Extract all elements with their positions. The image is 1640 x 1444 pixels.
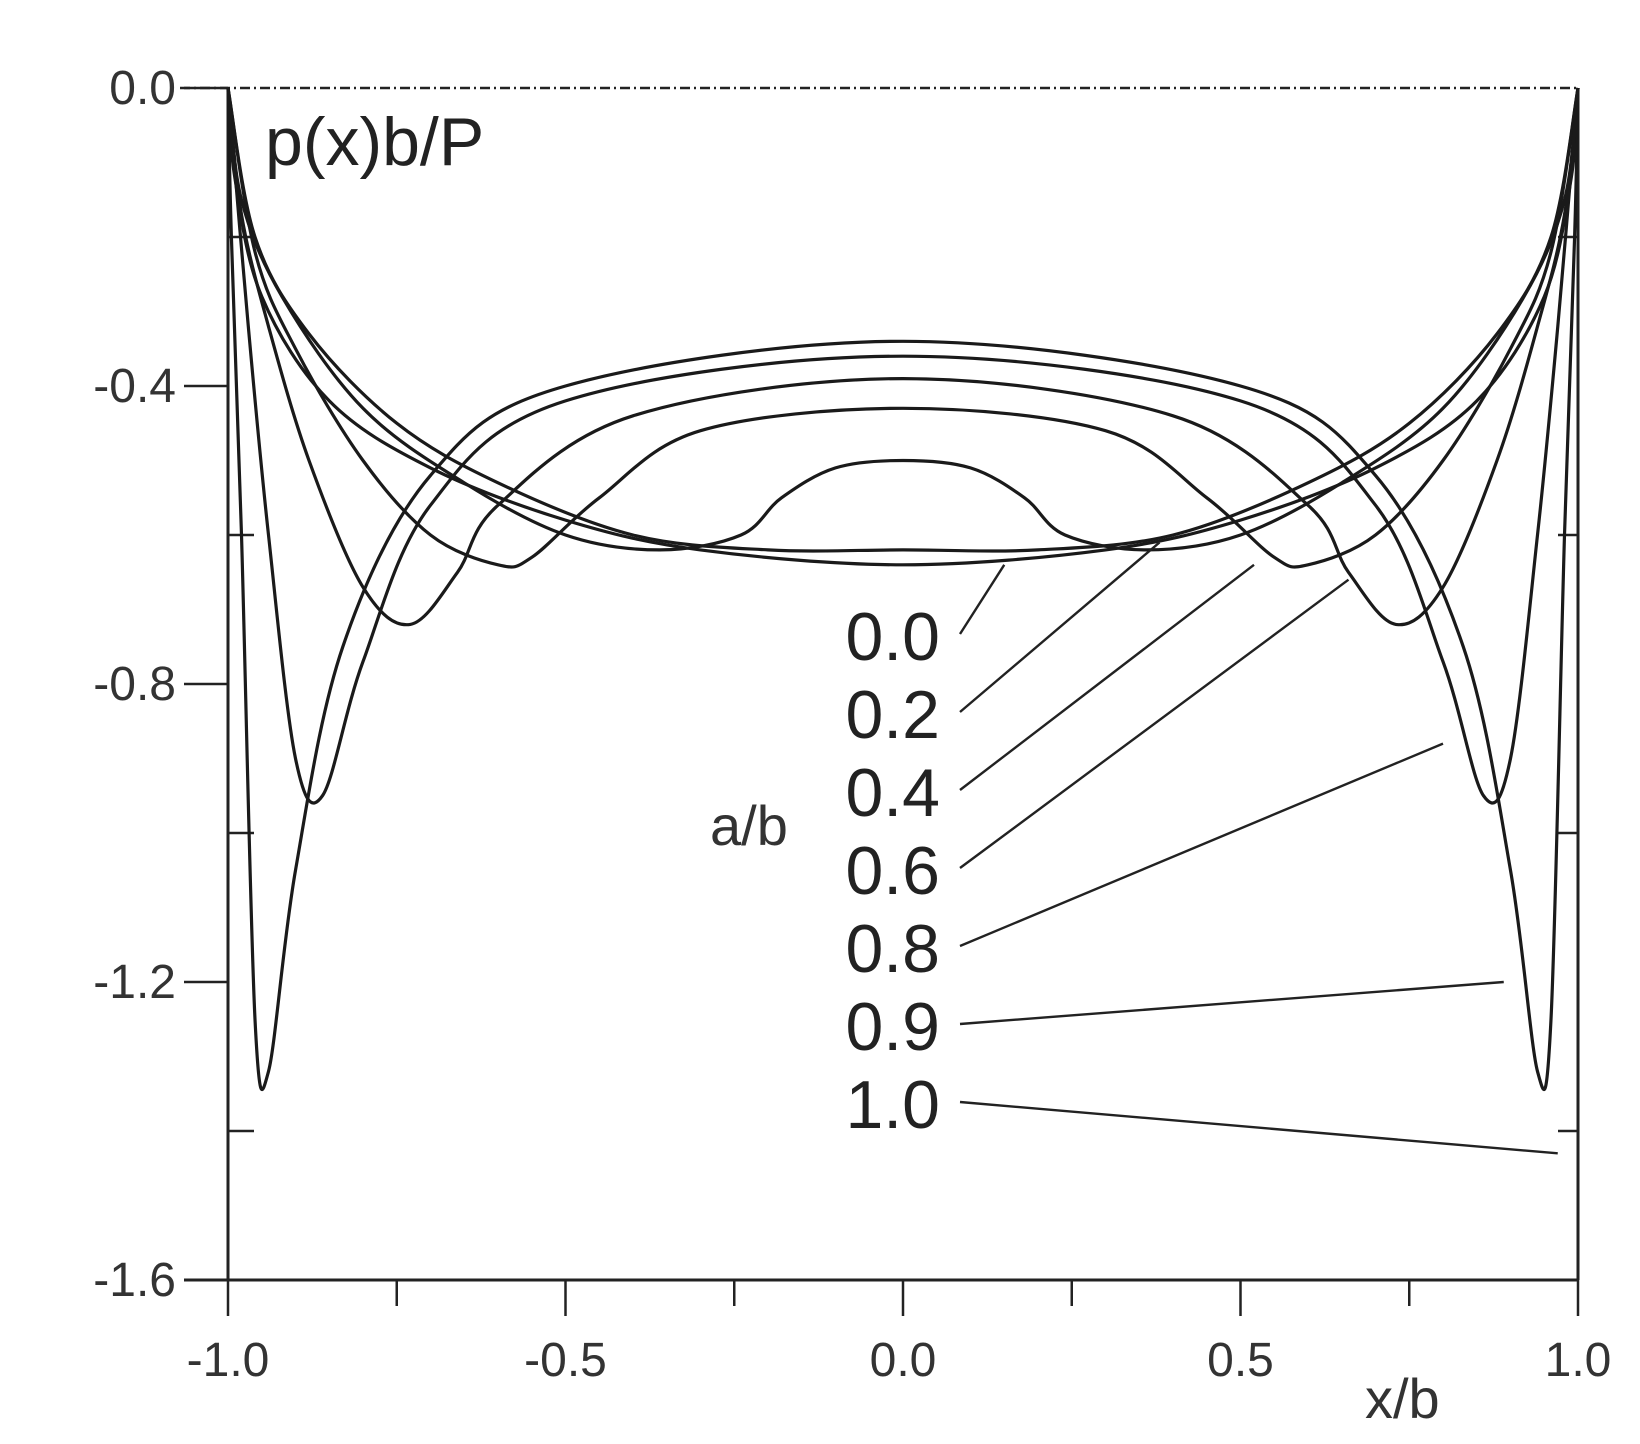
x-tick-label: 0.0 <box>870 1334 937 1387</box>
curve-ab-0-4 <box>226 87 1580 552</box>
curve-label: 0.0 <box>845 599 940 675</box>
curve-label: 0.2 <box>845 677 940 753</box>
x-tick-label: 1.0 <box>1545 1334 1612 1387</box>
y-tick-label: -1.6 <box>93 1254 176 1307</box>
curve-ab-0-0 <box>226 87 1580 567</box>
curve-ab-1-0 <box>226 87 1580 1092</box>
x-axis-title: x/b <box>1365 1367 1440 1430</box>
curve-ab-0-8 <box>226 87 1580 627</box>
chart-title: p(x)b/P <box>265 104 484 180</box>
curve-label: 0.9 <box>845 989 940 1065</box>
legend-title: a/b <box>710 794 788 857</box>
leader-line <box>959 563 1255 791</box>
curve-label: 0.8 <box>845 911 940 987</box>
leader-lines <box>958 541 1558 1155</box>
curves <box>226 87 1580 1092</box>
y-tick-label: -1.2 <box>93 956 176 1009</box>
y-tick-label: 0.0 <box>109 62 176 115</box>
ticks: 0.0 -0.4 -0.8 -1.2 -1.6-1.0 -0.5 0.0 0.5 1.0 <box>93 62 1611 1387</box>
curve-ab-0-2 <box>226 87 1580 553</box>
curve-ab-0-6 <box>226 87 1580 569</box>
leader-line <box>959 742 1444 948</box>
x-tick-label: -1.0 <box>187 1334 270 1387</box>
curve-label: 0.6 <box>845 833 940 909</box>
x-tick-label: -0.5 <box>524 1334 607 1387</box>
x-tick-label: 0.5 <box>1207 1334 1274 1387</box>
curve-ab-0-9 <box>226 87 1580 805</box>
leader-line <box>959 578 1350 869</box>
curve-label: 1.0 <box>845 1067 940 1143</box>
leader-line <box>958 564 1006 635</box>
y-tick-label: -0.8 <box>93 658 176 711</box>
leader-line <box>959 1100 1558 1155</box>
curve-label: 0.4 <box>845 755 940 831</box>
labels: 0.00.20.40.60.80.91.0 <box>845 599 940 1143</box>
leader-line <box>959 980 1504 1026</box>
y-tick-label: -0.4 <box>93 360 176 413</box>
leader-line <box>959 541 1161 713</box>
